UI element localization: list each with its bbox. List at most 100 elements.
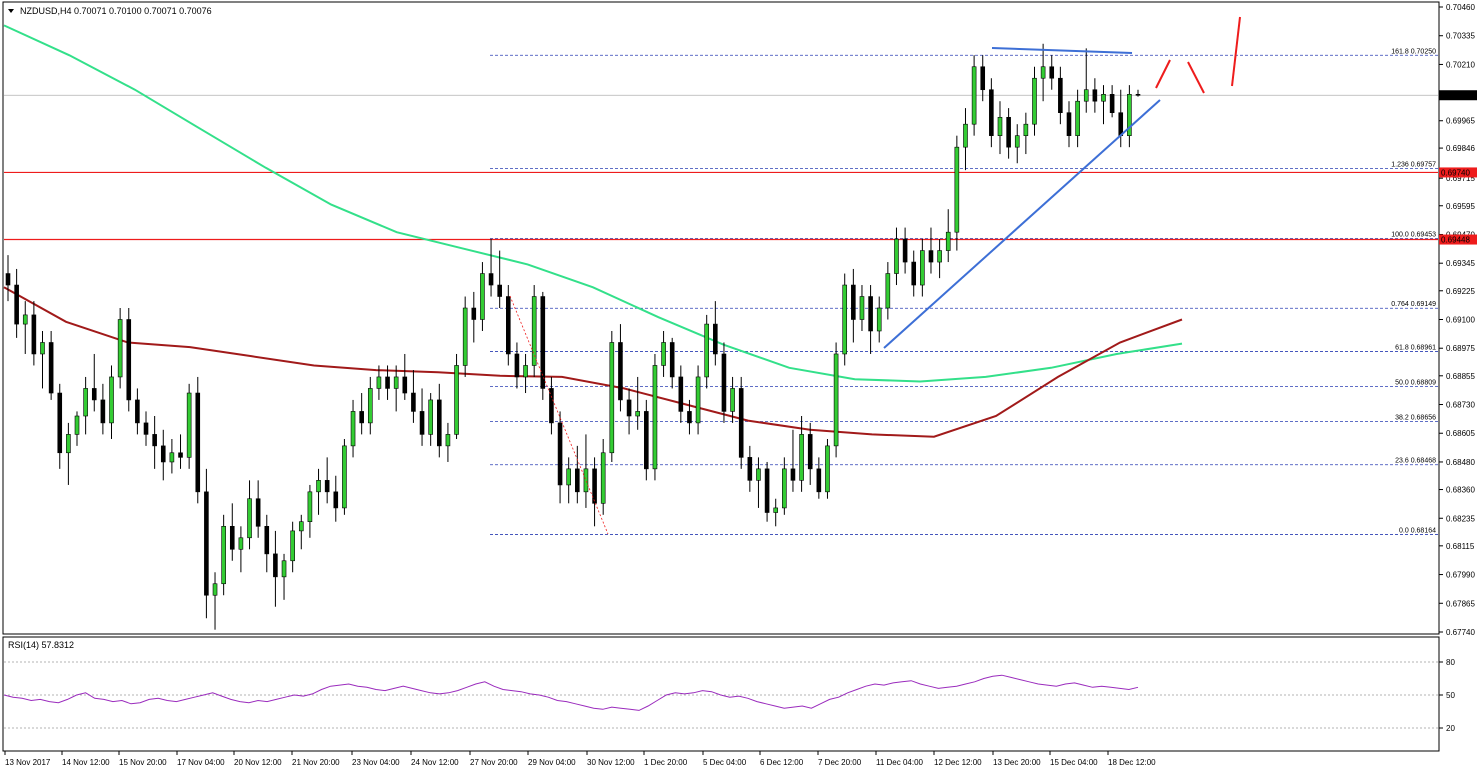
resistance-levels: 0.69740 0.69448 bbox=[4, 94, 1477, 245]
time-tick-label: 29 Nov 04:00 bbox=[528, 758, 576, 767]
candle-body bbox=[557, 422, 563, 486]
candle-body bbox=[635, 411, 640, 417]
candle-body bbox=[945, 231, 951, 251]
candle-body bbox=[1075, 100, 1080, 136]
candle-body bbox=[385, 376, 390, 389]
candle-body bbox=[1032, 77, 1037, 125]
candle-body bbox=[1092, 89, 1098, 102]
candle-body bbox=[1109, 94, 1115, 113]
sma-red-line bbox=[3, 286, 1183, 438]
candlesticks bbox=[5, 43, 1141, 630]
candle-body bbox=[298, 521, 304, 532]
projection-up-stroke bbox=[1155, 59, 1171, 89]
candle-body bbox=[367, 388, 373, 424]
candle-body bbox=[894, 238, 899, 274]
candle-body bbox=[1118, 112, 1124, 136]
candle-body bbox=[324, 480, 330, 493]
price-tick-label: 0.68975 bbox=[1446, 344, 1475, 353]
rsi-line bbox=[3, 674, 1139, 711]
resistance-price-tag bbox=[1439, 167, 1477, 178]
time-tick-label: 1 Dec 20:00 bbox=[644, 758, 688, 767]
price-tick-label: 0.67990 bbox=[1446, 571, 1475, 580]
candle-body bbox=[756, 468, 761, 481]
price-tick-label: 0.68235 bbox=[1446, 514, 1475, 523]
rsi-panel-frame bbox=[2, 636, 1440, 752]
candle-body bbox=[342, 445, 347, 509]
candle-body bbox=[626, 399, 632, 417]
time-tick-label: 30 Nov 12:00 bbox=[587, 758, 635, 767]
candle-body bbox=[997, 116, 1003, 136]
candle-body bbox=[488, 273, 494, 286]
candle-body bbox=[445, 434, 451, 447]
current-price-value: 0.70076 bbox=[1441, 91, 1470, 100]
candle-body bbox=[747, 457, 753, 481]
symbol-header: NZDUSD,H4 0.70071 0.70100 0.70071 0.7007… bbox=[20, 6, 212, 16]
candle-body bbox=[1058, 77, 1063, 113]
candle-body bbox=[833, 353, 839, 447]
candle-body bbox=[195, 392, 201, 493]
candle-body bbox=[523, 365, 528, 378]
candle-body bbox=[816, 468, 822, 493]
candle-body bbox=[807, 434, 813, 470]
candle-body bbox=[462, 307, 468, 366]
candle-body bbox=[247, 498, 252, 539]
candle-body bbox=[402, 376, 408, 394]
price-tick-label: 0.68480 bbox=[1446, 458, 1475, 467]
candle-body bbox=[48, 342, 54, 394]
candle-body bbox=[454, 365, 459, 435]
candle-body bbox=[678, 376, 684, 412]
candle-body bbox=[1049, 66, 1055, 79]
candle-body bbox=[971, 66, 977, 125]
candle-body bbox=[738, 388, 744, 458]
candle-body bbox=[514, 353, 520, 378]
candle-body bbox=[790, 468, 796, 481]
candle-body bbox=[178, 452, 183, 458]
candle-body bbox=[160, 445, 166, 463]
resistance-price-tag bbox=[1439, 234, 1477, 245]
time-tick-label: 17 Nov 04:00 bbox=[177, 758, 225, 767]
candle-body bbox=[1135, 94, 1141, 96]
candle-body bbox=[273, 553, 278, 578]
fib-level-label: 100.0 0.69453 bbox=[1391, 231, 1436, 238]
price-tick-label: 0.69225 bbox=[1446, 287, 1475, 296]
candle-body bbox=[143, 422, 149, 435]
time-tick-label: 15 Nov 20:00 bbox=[119, 758, 167, 767]
candle-body bbox=[376, 376, 382, 389]
candle-body bbox=[730, 388, 735, 412]
candle-body bbox=[1006, 116, 1011, 148]
header-menu-arrow-icon[interactable] bbox=[8, 9, 14, 13]
time-tick-label: 5 Dec 04:00 bbox=[703, 758, 747, 767]
rsi-header: RSI(14) 57.8312 bbox=[8, 640, 74, 650]
time-tick-label: 12 Dec 12:00 bbox=[934, 758, 982, 767]
time-tick-label: 20 Nov 12:00 bbox=[234, 758, 282, 767]
candle-body bbox=[100, 399, 106, 424]
candle-body bbox=[583, 468, 589, 493]
current-price-box bbox=[1439, 90, 1477, 101]
candle-body bbox=[152, 434, 157, 447]
current-price-tag: 0.70076 bbox=[1439, 90, 1477, 101]
time-tick-label: 14 Nov 12:00 bbox=[62, 758, 110, 767]
candle-body bbox=[911, 261, 917, 286]
main-panel-frame bbox=[2, 1, 1440, 635]
candle-body bbox=[109, 376, 114, 424]
candle-body bbox=[704, 323, 710, 378]
candle-body bbox=[644, 411, 649, 470]
candle-body bbox=[117, 319, 123, 378]
candle-body bbox=[229, 526, 235, 550]
candle-body bbox=[980, 66, 986, 91]
candle-body bbox=[687, 411, 692, 424]
projection-breakout-stroke bbox=[1231, 16, 1241, 87]
fib-level-label: 0.764 0.69149 bbox=[1391, 301, 1436, 308]
time-tick-label: 23 Nov 04:00 bbox=[352, 758, 400, 767]
candle-body bbox=[764, 468, 770, 513]
price-tick-label: 0.67865 bbox=[1446, 599, 1475, 608]
candle-body bbox=[989, 89, 994, 136]
price-tick-label: 0.68115 bbox=[1446, 542, 1475, 551]
rsi-tick-label: 50 bbox=[1446, 691, 1455, 700]
candle-body bbox=[721, 353, 727, 412]
time-tick-label: 7 Dec 20:00 bbox=[818, 758, 862, 767]
candle-body bbox=[255, 498, 261, 527]
candle-body bbox=[40, 342, 45, 355]
time-tick-label: 13 Nov 2017 bbox=[5, 758, 51, 767]
